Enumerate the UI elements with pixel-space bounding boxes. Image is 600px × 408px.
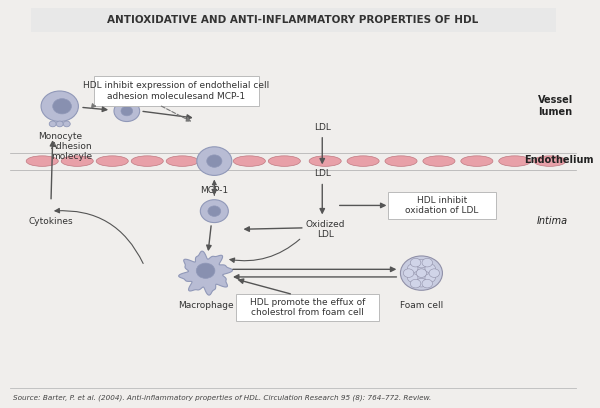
Circle shape	[41, 91, 79, 122]
Text: Oxidized
LDL: Oxidized LDL	[305, 220, 345, 239]
Ellipse shape	[26, 156, 58, 166]
Circle shape	[53, 99, 71, 114]
Circle shape	[422, 258, 433, 267]
Ellipse shape	[423, 156, 455, 166]
Text: ANTIOXIDATIVE AND ANTI-INFLAMMATORY PROPERTIES OF HDL: ANTIOXIDATIVE AND ANTI-INFLAMMATORY PROP…	[107, 15, 479, 25]
Ellipse shape	[268, 156, 301, 166]
Circle shape	[197, 147, 232, 175]
Text: Foam cell: Foam cell	[400, 301, 443, 310]
Text: Vessel
lumen: Vessel lumen	[538, 95, 573, 117]
Ellipse shape	[61, 156, 93, 166]
Text: HDL inhibit expression of endothelial cell
adhesion moleculesand MCP-1: HDL inhibit expression of endothelial ce…	[83, 81, 269, 101]
Circle shape	[208, 206, 221, 216]
Ellipse shape	[499, 156, 531, 166]
Ellipse shape	[461, 156, 493, 166]
Ellipse shape	[233, 156, 265, 166]
FancyBboxPatch shape	[236, 294, 379, 321]
Text: Monocyte: Monocyte	[38, 133, 82, 142]
Circle shape	[425, 264, 436, 273]
Circle shape	[121, 106, 133, 116]
Text: MCP-1: MCP-1	[200, 186, 229, 195]
Circle shape	[407, 274, 418, 282]
Text: HDL promote the effux of
cholestrol from foam cell: HDL promote the effux of cholestrol from…	[250, 298, 365, 317]
FancyBboxPatch shape	[94, 76, 259, 106]
Circle shape	[403, 269, 414, 277]
FancyBboxPatch shape	[31, 8, 556, 32]
Ellipse shape	[385, 156, 417, 166]
Circle shape	[425, 274, 436, 282]
Ellipse shape	[534, 156, 566, 166]
Circle shape	[56, 121, 63, 127]
Circle shape	[400, 256, 442, 290]
Circle shape	[416, 269, 427, 277]
Circle shape	[416, 278, 427, 287]
FancyBboxPatch shape	[388, 192, 496, 219]
Text: Endothelium: Endothelium	[524, 155, 593, 165]
Circle shape	[207, 155, 222, 167]
Text: Macrophage: Macrophage	[178, 301, 233, 310]
Ellipse shape	[347, 156, 379, 166]
Circle shape	[114, 100, 140, 122]
Text: Source: Barter, P. et al. (2004). Anti-inflammatory properties of HDL. Circulati: Source: Barter, P. et al. (2004). Anti-i…	[13, 395, 431, 401]
Circle shape	[410, 279, 421, 288]
Circle shape	[200, 200, 229, 223]
Ellipse shape	[96, 156, 128, 166]
Circle shape	[429, 269, 440, 277]
Ellipse shape	[131, 156, 163, 166]
Circle shape	[196, 263, 215, 278]
Circle shape	[422, 279, 433, 288]
Circle shape	[410, 258, 421, 267]
Text: HDL inhibit
oxidation of LDL: HDL inhibit oxidation of LDL	[405, 196, 479, 215]
Text: Intima: Intima	[537, 216, 568, 226]
Ellipse shape	[309, 156, 341, 166]
Text: Adhesion
molecyle: Adhesion molecyle	[50, 142, 92, 162]
Polygon shape	[179, 251, 233, 295]
Circle shape	[63, 121, 70, 127]
Circle shape	[407, 264, 418, 273]
Ellipse shape	[166, 156, 198, 166]
Text: LDL: LDL	[314, 169, 331, 178]
Circle shape	[416, 259, 427, 268]
Text: Cytokines: Cytokines	[29, 217, 73, 226]
Circle shape	[49, 121, 56, 127]
Text: LDL: LDL	[314, 123, 331, 132]
